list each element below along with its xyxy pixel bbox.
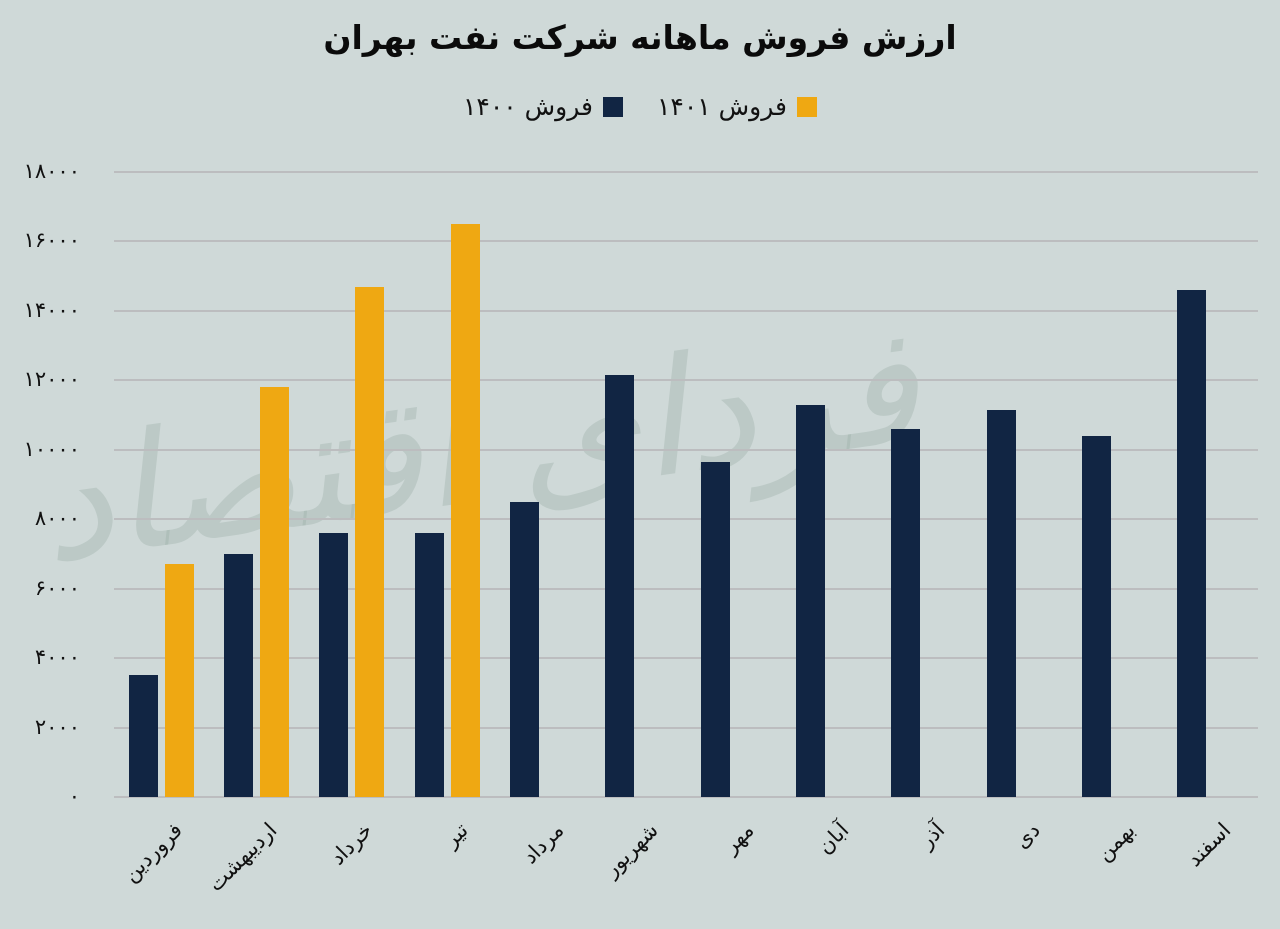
bar-1400-5 (605, 375, 635, 797)
bar-1400-11 (1177, 290, 1207, 797)
x-tick-label: خرداد (325, 818, 378, 870)
y-tick-label: ۸۰۰۰ (34, 506, 80, 531)
x-tick-label: مرداد (517, 818, 569, 869)
bar-1400-0 (128, 675, 158, 797)
x-tick-label: شهریور (599, 818, 664, 882)
bar-1400-7 (796, 404, 825, 797)
y-tick-label: ۴۰۰۰ (34, 645, 80, 670)
gridline (114, 518, 1258, 521)
y-tick-label: ۱۴۰۰۰ (23, 297, 80, 322)
x-tick-label: اسفند (1182, 818, 1236, 872)
bar-1400-10 (1082, 435, 1111, 797)
gridline (114, 796, 1258, 798)
chart-title: ارزش فروش ماهانه شرکت نفت بهران (323, 18, 957, 57)
bar-1401-0 (164, 564, 194, 797)
x-tick-label: آبان (812, 818, 854, 859)
y-tick-label: ۱۲۰۰۰ (23, 367, 80, 392)
chart-legend: فروش ۱۴۰۱ فروش ۱۴۰۰ (0, 92, 1280, 121)
bar-1401-1 (260, 387, 289, 797)
gridline (114, 379, 1258, 382)
bar-1400-8 (891, 428, 921, 797)
x-tick-label: تیر (438, 818, 473, 852)
gridline (114, 587, 1258, 590)
legend-label-1401: فروش ۱۴۰۱ (657, 92, 788, 121)
gridline (114, 171, 1258, 173)
gridline (114, 448, 1258, 451)
x-tick-label: فروردین (118, 818, 187, 887)
x-tick-label: دی (1009, 818, 1045, 854)
bar-1400-1 (224, 553, 253, 797)
gridline (114, 657, 1258, 660)
y-tick-label: ۲۰۰۰ (34, 714, 80, 739)
gridline (114, 309, 1258, 312)
y-tick-label: ۱۸۰۰۰ (23, 159, 80, 183)
bar-1400-6 (700, 461, 730, 797)
y-tick-label: ۰ (68, 784, 80, 808)
legend-swatch-1401 (797, 96, 818, 117)
x-tick-label: مهر (718, 818, 759, 858)
y-tick-label: ۱۰۰۰۰ (23, 436, 80, 461)
legend-label-1400: فروش ۱۴۰۰ (462, 92, 593, 121)
y-tick-label: ۶۰۰۰ (34, 575, 80, 600)
bar-1400-3 (414, 533, 444, 797)
legend-item-1400: فروش ۱۴۰۰ (463, 92, 623, 121)
bar-1401-3 (450, 224, 480, 797)
bar-1400-9 (986, 409, 1016, 797)
bar-1400-2 (319, 533, 349, 797)
x-tick-label: اردیبهشت (203, 818, 282, 897)
legend-swatch-1400 (603, 96, 623, 117)
x-tick-label: بهمن (1091, 818, 1140, 866)
gridline (114, 240, 1258, 243)
bar-1400-4 (510, 501, 539, 797)
x-tick-label: آذر (914, 818, 950, 853)
bar-1401-2 (355, 286, 385, 797)
legend-item-1401: فروش ۱۴۰۱ (657, 92, 818, 121)
gridline (114, 726, 1258, 729)
y-tick-label: ۱۶۰۰۰ (23, 228, 80, 253)
